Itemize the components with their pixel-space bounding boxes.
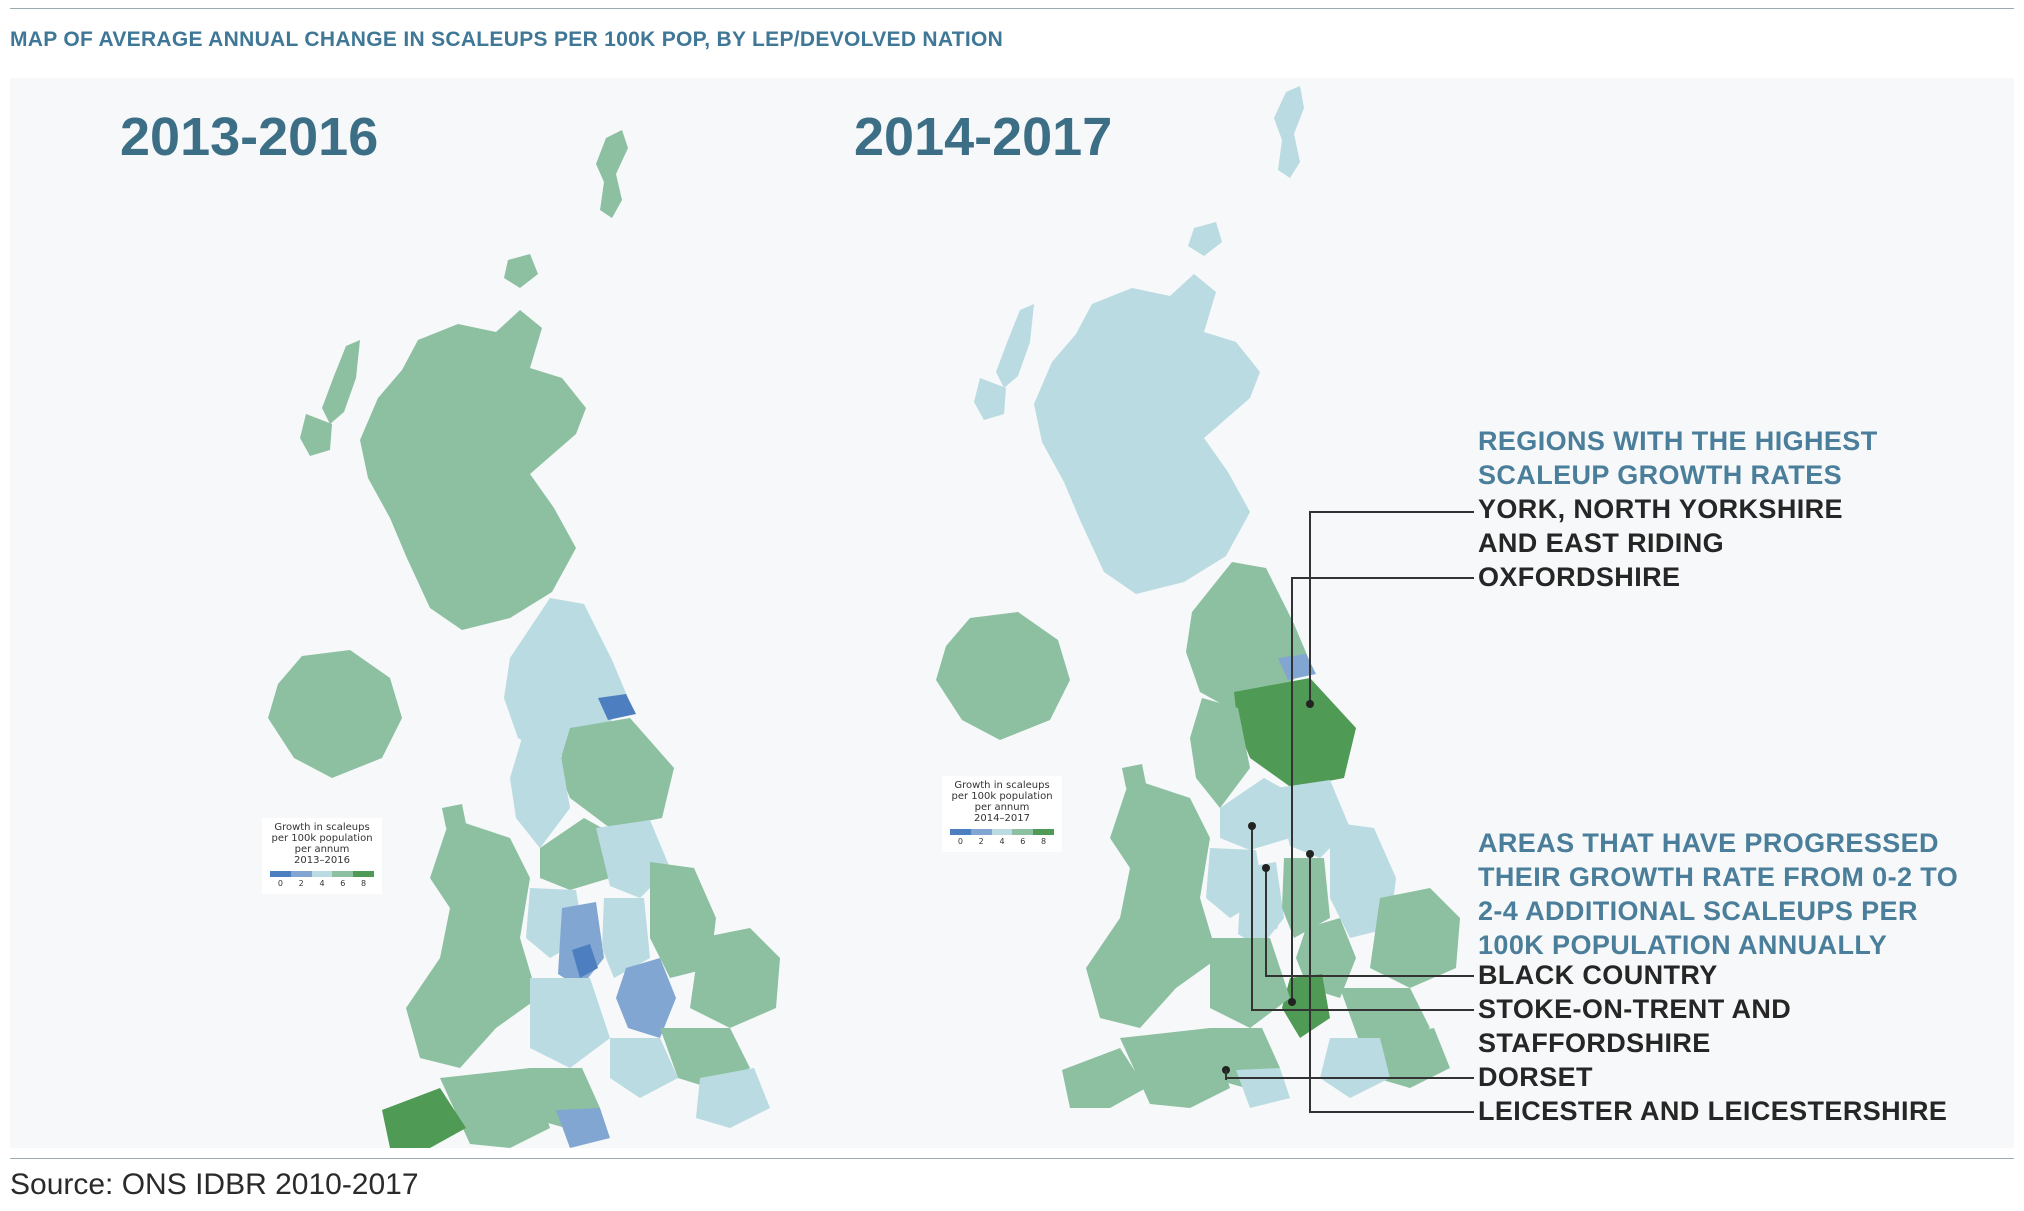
- east-anglia-2017: [1370, 888, 1460, 988]
- derby-2017: [1282, 858, 1330, 938]
- legend-line-3: per annum: [974, 802, 1030, 813]
- scotland-2013: [360, 310, 586, 630]
- label-and-east-riding: AND EAST RIDING: [1478, 528, 1725, 558]
- hebrides-2017: [996, 304, 1034, 388]
- source-note: Source: ONS IDBR 2010-2017: [10, 1168, 419, 1201]
- callout-york: [1309, 511, 1474, 704]
- maps-svg: [268, 86, 1474, 1148]
- wales-2013: [406, 818, 538, 1068]
- anglesey-2013: [442, 804, 466, 828]
- lancashire-2013: [510, 738, 570, 848]
- northern-ireland-2013: [268, 650, 402, 778]
- legend-line-4: 2013–2016: [294, 855, 350, 866]
- hebrides-2013: [322, 340, 360, 424]
- anglesey-2017: [1122, 764, 1146, 788]
- shetland-2017: [1274, 86, 1304, 178]
- wales-2017: [1086, 778, 1218, 1028]
- south-east-2017: [1320, 1038, 1390, 1098]
- cornwall-2017: [1062, 1048, 1146, 1108]
- period-title-2013-2016: 2013-2016: [120, 107, 379, 167]
- south-west-2017: [1120, 1028, 1230, 1108]
- legend-line-1: Growth in scaleups: [954, 780, 1050, 791]
- legend-line-2: per 100k population: [951, 791, 1053, 802]
- orkney-2017: [1188, 222, 1222, 256]
- oxford-2013: [610, 1038, 678, 1098]
- leicester-2013: [616, 958, 676, 1038]
- derby-2013: [602, 898, 650, 978]
- skye-2017: [974, 378, 1006, 420]
- orkney-2013: [504, 254, 538, 288]
- legend-line-3: per annum: [294, 844, 350, 855]
- legend-line-4: 2014–2017: [974, 813, 1030, 824]
- skye-2013: [300, 414, 332, 456]
- shetland-2013: [596, 130, 628, 218]
- london-kent-2013: [696, 1068, 770, 1128]
- callout-stoke: [1251, 826, 1474, 1011]
- label-dorset: DORSET: [1478, 1062, 1593, 1092]
- south-west-2013: [440, 1068, 550, 1148]
- dorset-2013: [556, 1108, 610, 1148]
- bottom-rule: [10, 1158, 2014, 1159]
- tees-valley-2017: [1278, 654, 1316, 680]
- label-oxfordshire: OXFORDSHIRE: [1478, 562, 1681, 592]
- yorkshire-2013: [558, 718, 674, 828]
- callout-lines: [1222, 511, 1474, 1113]
- legend-2013-2016: Growth in scaleups per 100k population p…: [262, 818, 382, 894]
- oxfordshire-2017: [1282, 974, 1330, 1038]
- legend-line-2: per 100k population: [271, 833, 373, 844]
- callout-leicester: [1309, 854, 1474, 1113]
- label-black-country: BLACK COUNTRY: [1478, 960, 1718, 990]
- label-york-north-yorkshire: YORK, NORTH YORKSHIRE: [1478, 494, 1843, 524]
- legend-2014-2017: Growth in scaleups per 100k population p…: [942, 776, 1062, 852]
- map-2013-2016: [268, 130, 780, 1148]
- lancashire-2017: [1190, 698, 1250, 808]
- scotland-2017: [1034, 274, 1260, 594]
- callout-black-country: [1265, 868, 1474, 977]
- cornwall-2013: [382, 1088, 466, 1148]
- top-rule: [10, 8, 2014, 9]
- york-yorkshire-2017: [1234, 678, 1356, 788]
- period-title-2014-2017: 2014-2017: [854, 107, 1113, 167]
- label-stoke-on-trent: STOKE-ON-TRENT AND: [1478, 994, 1792, 1024]
- legend-color-scale: [270, 871, 374, 877]
- label-leicester: LEICESTER AND LEICESTERSHIRE: [1478, 1096, 1948, 1126]
- tees-valley-2013: [598, 694, 636, 720]
- maps-panel: 2013-2016 2014-2017 Growth in scaleups p…: [10, 78, 2014, 1148]
- legend-color-scale: [950, 829, 1054, 835]
- dorset-2017: [1236, 1068, 1290, 1108]
- west-midlands-south-2017: [1210, 938, 1290, 1028]
- legend-line-1: Growth in scaleups: [274, 822, 370, 833]
- callout-oxfordshire: [1291, 577, 1474, 1002]
- highest-growth-heading: REGIONS WITH THE HIGHEST SCALEUP GROWTH …: [1478, 426, 1878, 490]
- northern-ireland-2017: [936, 612, 1070, 740]
- east-anglia-2013: [690, 928, 780, 1028]
- figure-title: MAP OF AVERAGE ANNUAL CHANGE IN SCALEUPS…: [10, 28, 1004, 51]
- north-east-2017: [1186, 562, 1310, 712]
- black-country-2013: [572, 944, 598, 978]
- progressed-areas-heading: AREAS THAT HAVE PROGRESSED THEIR GROWTH …: [1478, 828, 1959, 960]
- map-2014-2017: [936, 86, 1460, 1108]
- label-staffordshire: STAFFORDSHIRE: [1478, 1028, 1711, 1058]
- north-east-2013: [504, 598, 628, 758]
- london-kent-2017: [1376, 1028, 1450, 1088]
- west-midlands-south-2013: [530, 978, 610, 1068]
